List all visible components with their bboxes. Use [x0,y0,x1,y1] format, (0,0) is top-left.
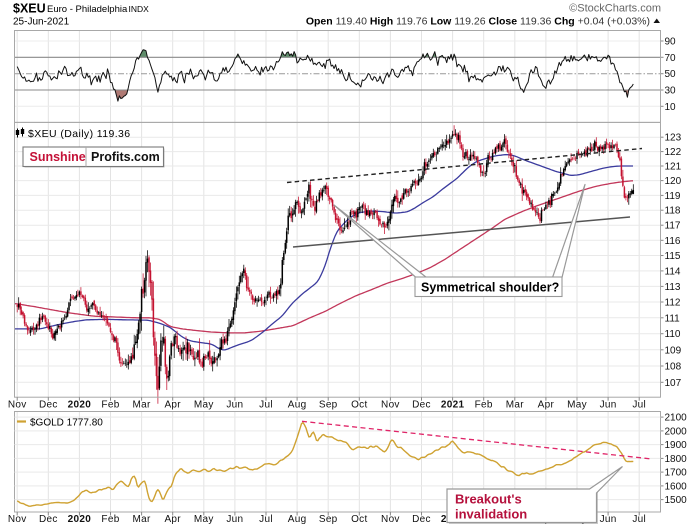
svg-text:Sunshine: Sunshine [30,150,86,164]
svg-text:113: 113 [665,282,681,293]
svg-text:$XEU (Daily) 119.36: $XEU (Daily) 119.36 [28,128,131,140]
svg-text:May: May [194,514,214,525]
svg-text:Nov: Nov [381,514,400,525]
svg-text:120: 120 [665,176,682,187]
svg-text:Dec: Dec [39,400,58,411]
svg-text:Jun: Jun [226,400,243,411]
svg-text:Nov: Nov [8,400,27,411]
svg-text:117: 117 [665,221,681,232]
svg-text:Euro - Philadelphia: Euro - Philadelphia [47,4,128,15]
svg-text:2000: 2000 [665,426,688,437]
svg-text:Feb: Feb [101,514,119,525]
svg-text:Jul: Jul [632,400,646,411]
svg-text:2021: 2021 [441,400,465,411]
svg-text:Feb: Feb [475,400,493,411]
svg-text:Aug: Aug [288,400,307,411]
svg-text:122: 122 [665,147,682,158]
svg-text:Profits.com: Profits.com [91,150,160,164]
svg-text:Jul: Jul [259,400,273,411]
svg-text:112: 112 [665,298,681,309]
svg-text:Symmetrical shoulder?: Symmetrical shoulder? [421,281,559,295]
svg-text:Apr: Apr [164,400,181,411]
svg-text:Dec: Dec [412,400,431,411]
svg-text:2020: 2020 [68,400,92,411]
svg-text:Mar: Mar [133,514,151,525]
svg-text:123: 123 [665,133,682,144]
svg-text:111: 111 [665,313,681,324]
svg-text:Apr: Apr [538,400,555,411]
svg-text:90: 90 [665,37,677,48]
svg-text:Aug: Aug [288,514,307,525]
svg-text:70: 70 [665,53,677,64]
svg-text:119: 119 [665,191,681,202]
svg-text:invalidation: invalidation [455,507,527,522]
svg-text:Dec: Dec [412,514,431,525]
svg-text:1900: 1900 [665,440,688,451]
svg-text:Jun: Jun [600,400,617,411]
svg-text:Mar: Mar [506,400,524,411]
svg-text:Nov: Nov [381,400,400,411]
svg-text:1700: 1700 [665,468,688,479]
svg-text:2020: 2020 [68,514,92,525]
svg-text:Feb: Feb [101,400,119,411]
svg-text:Jul: Jul [632,514,646,525]
svg-text:1800: 1800 [665,454,688,465]
svg-text:107: 107 [665,378,682,389]
svg-text:1600: 1600 [665,481,688,492]
svg-text:10: 10 [665,102,677,113]
svg-text:©StockCharts.com: ©StockCharts.com [569,3,661,15]
svg-text:109: 109 [665,345,682,356]
svg-text:Sep: Sep [319,514,338,525]
svg-text:30: 30 [665,86,677,97]
svg-text:Jul: Jul [259,514,273,525]
svg-text:Jun: Jun [226,514,243,525]
svg-text:Sep: Sep [319,400,338,411]
svg-text:Nov: Nov [8,514,27,525]
svg-text:Open 119.40 High 119.76 Low 11: Open 119.40 High 119.76 Low 119.26 Close… [306,16,650,28]
svg-text:50: 50 [665,69,677,80]
svg-text:INDX: INDX [129,4,150,14]
svg-text:Oct: Oct [351,514,367,525]
svg-text:Apr: Apr [164,514,181,525]
svg-text:110: 110 [665,329,681,340]
svg-text:1500: 1500 [665,495,688,506]
svg-text:2100: 2100 [665,413,688,424]
svg-text:Jun: Jun [600,514,617,525]
svg-text:114: 114 [665,266,681,277]
svg-text:$XEU: $XEU [13,2,46,16]
svg-text:Breakout's: Breakout's [455,492,522,507]
svg-text:118: 118 [665,206,681,217]
svg-text:May: May [567,400,587,411]
svg-text:115: 115 [665,251,681,262]
svg-text:108: 108 [665,362,682,373]
svg-text:25-Jun-2021: 25-Jun-2021 [13,17,70,28]
svg-text:Dec: Dec [39,514,58,525]
svg-text:May: May [194,400,214,411]
svg-text:116: 116 [665,236,681,247]
svg-text:Mar: Mar [133,400,151,411]
svg-text:$GOLD 1777.80: $GOLD 1777.80 [30,418,103,429]
svg-text:121: 121 [665,162,682,173]
svg-text:Oct: Oct [351,400,367,411]
